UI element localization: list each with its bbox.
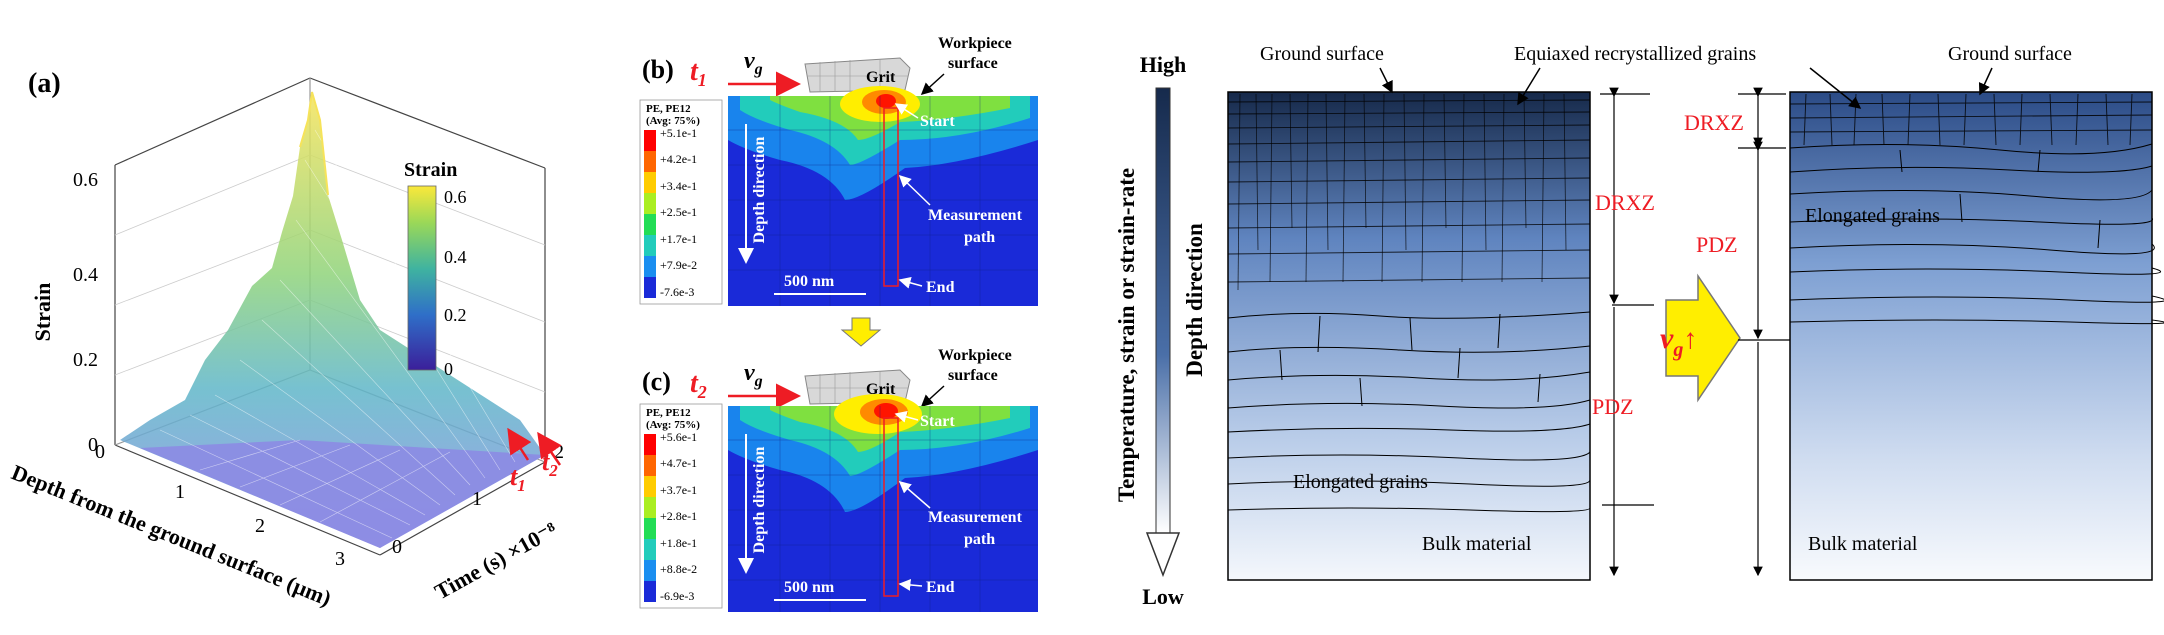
panel-c-end: End (926, 579, 955, 596)
legend-value: +3.7e-1 (660, 483, 697, 497)
x-tick: 0 (95, 441, 105, 463)
t2-marker: t2 (542, 447, 558, 480)
pdz-left: PDZ (1592, 394, 1634, 419)
colorbar-tick: 0.6 (444, 187, 467, 207)
gradient-high: High (1140, 52, 1186, 77)
x-tick: 2 (255, 515, 265, 537)
grit-icon (804, 57, 911, 93)
gradient-low: Low (1142, 584, 1184, 609)
y-tick: 1 (472, 488, 482, 510)
time-markers: t1 t2 (507, 427, 562, 495)
panel-b-start: Start (920, 113, 955, 130)
panel-b-depth: Depth direction (751, 136, 768, 243)
panel-b-surface: surface (948, 55, 998, 72)
legend-value: +7.9e-2 (660, 258, 697, 272)
pdz-right: PDZ (1696, 232, 1738, 257)
colorbar: Strain 0.6 0.4 0.2 0 (404, 159, 467, 379)
bulk-left: Bulk material (1422, 533, 1532, 555)
schematic: High Low Temperature, strain or strain-r… (1114, 43, 2164, 609)
panel-b-workpiece: Workpiece (938, 35, 1012, 52)
panel-a: (a) (8, 68, 564, 611)
z-tick: 0 (88, 434, 98, 456)
panel-c-workpiece: Workpiece (938, 347, 1012, 364)
panel-c-measurement: Measurement (928, 509, 1023, 526)
velocity-increase-arrow: vg↑ (1660, 273, 1741, 403)
z-axis: 0 0.2 0.4 0.6 Strain (30, 169, 98, 456)
y-tick: 0 (392, 536, 402, 558)
panel-b-label: (b) (642, 55, 674, 84)
ground-surface-right: Ground surface (1948, 43, 2072, 65)
t1-marker: t1 (510, 462, 526, 495)
panel-c-path: path (964, 531, 995, 548)
colorbar-tick: 0 (444, 359, 453, 379)
legend-value: +1.8e-1 (660, 536, 697, 550)
panel-c-surface: surface (948, 367, 998, 384)
panel-b: (b) t1 vg Grit Workpiece surface PE, PE1… (639, 35, 1038, 306)
panel-c-label: (c) (642, 367, 671, 396)
vg-label: vg↑ (1660, 322, 1697, 361)
strain-surface (120, 91, 545, 548)
z-tick: 0.4 (73, 264, 98, 286)
bulk-right: Bulk material (1808, 533, 1918, 555)
ground-surface-left: Ground surface (1260, 43, 1384, 65)
equiaxed-label: Equiaxed recrystallized grains (1514, 43, 1756, 65)
legend-title: PE, PE12 (646, 103, 691, 115)
panel-c-time: t2 (690, 368, 707, 402)
drxz-right: DRXZ (1684, 110, 1744, 135)
panel-c-fem-field: Depth direction Start Measurement path E… (728, 394, 1038, 612)
panel-c-start: Start (920, 413, 955, 430)
panel-b-measurement: Measurement (928, 207, 1023, 224)
z-tick: 0.6 (73, 169, 98, 191)
colorbar-tick: 0.2 (444, 305, 467, 325)
panel-c-velocity: vg (744, 360, 763, 390)
panel-b-time: t1 (690, 56, 707, 90)
panel-b-fem-field: Depth direction Start Measurement path E… (728, 86, 1038, 306)
legend-title: (Avg: 75%) (646, 419, 700, 431)
down-arrow-icon (840, 317, 882, 347)
depth-direction-label: Depth direction (1182, 223, 1207, 377)
x-tick: 3 (335, 548, 345, 570)
legend-title: (Avg: 75%) (646, 115, 700, 127)
legend-value: -6.9e-3 (660, 589, 694, 603)
panel-b-scale: 500 nm (784, 273, 835, 290)
zone-scale-left: DRXZ PDZ (1592, 87, 1655, 577)
x-tick: 1 (175, 481, 185, 503)
panel-c-grit: Grit (866, 381, 896, 398)
panel-c-scale: 500 nm (784, 579, 835, 596)
legend-value: +2.8e-1 (660, 509, 697, 523)
z-tick: 0.2 (73, 349, 98, 371)
gradient-label: Temperature, strain or strain-rate (1114, 168, 1139, 502)
panel-c: (c) t2 vg Grit Workpiece surface PE, PE1… (639, 347, 1038, 612)
legend-value: +5.1e-1 (660, 126, 697, 140)
legend-value: +5.6e-1 (660, 430, 697, 444)
panel-b-path: path (964, 229, 995, 246)
legend-value: +3.4e-1 (660, 179, 697, 193)
panel-b-velocity: vg (744, 48, 763, 78)
legend-value: +4.2e-1 (660, 152, 697, 166)
z-axis-label: Strain (30, 283, 55, 342)
panel-b-grit: Grit (866, 69, 896, 86)
y-axis-label: Time (s) ×10⁻⁸ (430, 517, 561, 605)
microstructure-box-left: Elongated grains Bulk material (1227, 91, 1591, 581)
drxz-left: DRXZ (1595, 190, 1655, 215)
legend-value: +1.7e-1 (660, 232, 697, 246)
elongated-left: Elongated grains (1293, 471, 1428, 493)
colorbar-tick: 0.4 (444, 247, 467, 267)
legend-value: +4.7e-1 (660, 456, 697, 470)
panel-b-end: End (926, 279, 955, 296)
panel-c-depth: Depth direction (751, 446, 768, 553)
colorbar-title: Strain (404, 159, 457, 181)
legend-value: +2.5e-1 (660, 205, 697, 219)
legend-value: -7.6e-3 (660, 285, 694, 299)
panel-c-legend: PE, PE12 (Avg: 75%) +5.6e-1 +4.7e-1 +3.7… (639, 403, 723, 609)
legend-value: +8.8e-2 (660, 562, 697, 576)
panel-b-legend: PE, PE12 (Avg: 75%) +5.1e-1 +4.2e-1 +3.4… (639, 99, 723, 305)
panel-a-label: (a) (28, 68, 61, 99)
legend-title: PE, PE12 (646, 407, 691, 419)
microstructure-box-right: Elongated grains Bulk material (1789, 91, 2164, 581)
elongated-right: Elongated grains (1805, 205, 1940, 227)
